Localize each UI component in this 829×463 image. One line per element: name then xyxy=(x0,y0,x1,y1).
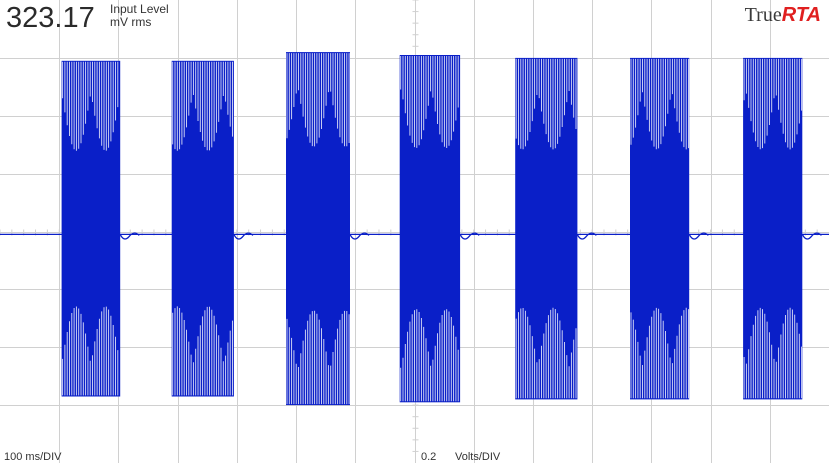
burst-carrier xyxy=(62,61,119,396)
burst-transient xyxy=(801,232,822,240)
signal-burst xyxy=(630,57,709,400)
logo-text-true: True xyxy=(744,4,782,26)
burst-carrier xyxy=(630,58,689,399)
burst-transient xyxy=(233,232,254,240)
burst-carrier xyxy=(286,53,350,405)
signal-burst xyxy=(61,60,140,397)
burst-transient xyxy=(459,232,480,240)
volts-per-division-value: 0.2 xyxy=(421,451,437,463)
signal-burst xyxy=(399,55,480,403)
logo-text-rta: RTA xyxy=(781,4,821,26)
burst-body xyxy=(630,57,690,400)
input-level-label: Input Level xyxy=(110,2,169,16)
signal-trace xyxy=(0,52,829,406)
burst-transient xyxy=(576,232,597,240)
burst-transient xyxy=(688,232,709,240)
time-per-division: 100 ms/DIV xyxy=(4,451,62,463)
volts-per-division-unit: Volts/DIV xyxy=(455,451,501,463)
truerta-logo: TrueRTA xyxy=(745,4,821,26)
burst-body xyxy=(743,57,803,400)
burst-carrier xyxy=(400,56,459,402)
input-level-value: 323.17 xyxy=(6,2,95,34)
burst-body xyxy=(286,52,350,406)
burst-transient xyxy=(349,232,370,240)
signal-burst xyxy=(743,57,822,400)
signal-burst xyxy=(171,60,254,397)
burst-carrier xyxy=(743,58,803,399)
burst-body xyxy=(61,60,121,397)
burst-carrier xyxy=(172,61,233,396)
burst-carrier xyxy=(515,58,577,399)
burst-transient xyxy=(119,232,140,240)
signal-burst xyxy=(515,57,597,400)
signal-burst xyxy=(286,52,370,406)
input-level-unit: mV rms xyxy=(110,15,152,29)
